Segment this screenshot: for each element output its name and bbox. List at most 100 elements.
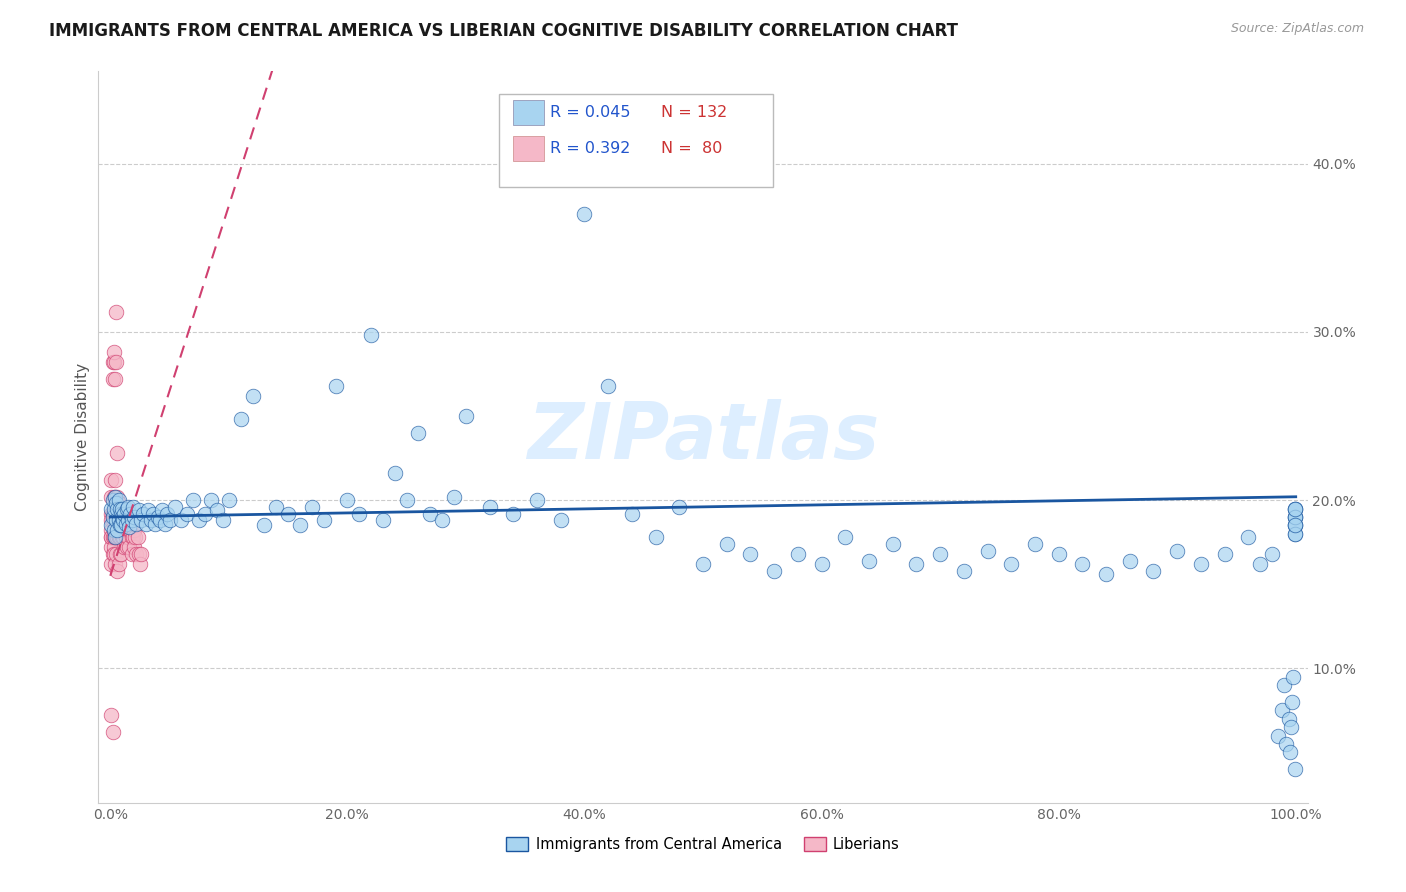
Point	[205, 503, 228, 517]
Point	[100, 708, 122, 723]
Point	[104, 557, 127, 571]
Point	[129, 513, 152, 527]
Point	[1095, 567, 1118, 582]
Point	[101, 513, 124, 527]
Point	[1284, 518, 1306, 533]
Point	[104, 490, 127, 504]
Point	[105, 547, 128, 561]
Point	[105, 564, 128, 578]
Point	[111, 513, 134, 527]
Point	[114, 540, 136, 554]
Point	[1284, 501, 1306, 516]
Point	[347, 507, 370, 521]
Point	[478, 500, 501, 514]
Point	[129, 547, 152, 561]
Point	[188, 513, 211, 527]
Point	[118, 520, 141, 534]
Point	[1270, 703, 1292, 717]
Point	[1278, 712, 1301, 726]
Point	[101, 547, 124, 561]
Point	[122, 510, 145, 524]
Point	[574, 207, 596, 221]
Point	[526, 493, 548, 508]
Point	[107, 530, 129, 544]
Point	[117, 500, 139, 514]
Point	[1284, 510, 1306, 524]
Point	[104, 530, 127, 544]
Point	[905, 557, 928, 571]
Point	[1024, 537, 1046, 551]
Point	[112, 513, 135, 527]
Point	[121, 547, 143, 561]
Point	[110, 507, 132, 521]
Point	[1284, 762, 1306, 776]
Point	[114, 507, 136, 521]
Text: R = 0.392: R = 0.392	[550, 141, 630, 155]
Point	[117, 513, 139, 527]
Point	[786, 547, 808, 561]
Point	[153, 516, 176, 531]
Point	[110, 547, 132, 561]
Point	[108, 547, 131, 561]
Point	[107, 496, 129, 510]
Point	[1275, 737, 1298, 751]
Point	[105, 490, 128, 504]
Point	[1166, 543, 1188, 558]
Point	[443, 490, 465, 504]
Point	[132, 507, 155, 521]
Point	[105, 305, 128, 319]
Point	[101, 493, 124, 508]
Point	[114, 516, 136, 531]
Point	[810, 557, 832, 571]
Point	[103, 507, 125, 521]
Point	[111, 530, 134, 544]
Point	[218, 493, 240, 508]
Point	[100, 490, 122, 504]
Point	[101, 530, 124, 544]
Point	[121, 530, 143, 544]
Point	[668, 500, 690, 514]
Point	[110, 507, 132, 521]
Point	[432, 513, 454, 527]
Point	[118, 540, 141, 554]
Point	[834, 530, 856, 544]
Point	[101, 355, 124, 369]
Point	[103, 501, 125, 516]
Point	[929, 547, 952, 561]
Point	[111, 501, 134, 516]
Text: N = 132: N = 132	[661, 105, 727, 120]
Point	[100, 530, 122, 544]
Point	[1261, 547, 1284, 561]
Text: ZIPatlas: ZIPatlas	[527, 399, 879, 475]
Point	[100, 530, 122, 544]
Text: IMMIGRANTS FROM CENTRAL AMERICA VS LIBERIAN COGNITIVE DISABILITY CORRELATION CHA: IMMIGRANTS FROM CENTRAL AMERICA VS LIBER…	[49, 22, 959, 40]
Point	[1142, 564, 1164, 578]
Point	[118, 524, 141, 538]
Point	[242, 389, 264, 403]
Point	[360, 328, 382, 343]
Point	[502, 507, 524, 521]
Point	[104, 530, 127, 544]
Point	[107, 530, 129, 544]
Point	[1278, 745, 1301, 759]
Point	[170, 513, 193, 527]
Legend: Immigrants from Central America, Liberians: Immigrants from Central America, Liberia…	[501, 831, 905, 858]
Point	[105, 496, 128, 510]
Point	[146, 510, 169, 524]
Point	[104, 473, 127, 487]
Point	[336, 493, 359, 508]
Point	[100, 473, 122, 487]
Point	[108, 524, 131, 538]
Point	[143, 516, 166, 531]
Point	[103, 547, 125, 561]
Point	[112, 507, 135, 521]
Point	[1284, 510, 1306, 524]
Point	[110, 513, 132, 527]
Point	[301, 500, 323, 514]
Point	[200, 493, 222, 508]
Point	[165, 500, 187, 514]
Point	[139, 513, 162, 527]
Point	[108, 530, 131, 544]
Point	[115, 540, 138, 554]
Point	[103, 490, 125, 504]
